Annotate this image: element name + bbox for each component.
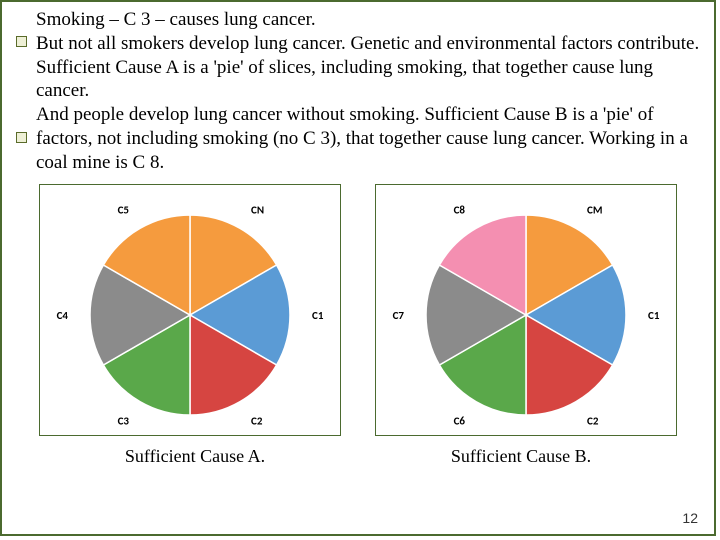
- slice-label: C1: [648, 309, 660, 322]
- slice-label: C6: [454, 415, 466, 428]
- caption-a: Sufficient Cause A.: [45, 446, 345, 467]
- charts-row: CN C1 C2 C3 C4 C5 CM C1 C2 C6 C7 C8: [2, 178, 714, 436]
- slice-label: C7: [393, 309, 405, 322]
- bullet-icon: [16, 132, 27, 143]
- heading-line: Smoking – C 3 – causes lung cancer.: [36, 9, 316, 30]
- pie-chart-b: CM C1 C2 C6 C7 C8: [375, 184, 677, 436]
- slice-label: CN: [251, 204, 264, 217]
- captions-row: Sufficient Cause A. Sufficient Cause B.: [2, 436, 714, 467]
- paragraph-2: And people develop lung cancer without s…: [36, 104, 688, 173]
- body-text: Smoking – C 3 – causes lung cancer. But …: [2, 2, 714, 178]
- slice-label: C2: [587, 415, 599, 428]
- caption-b: Sufficient Cause B.: [371, 446, 671, 467]
- bullet-icon: [16, 36, 27, 47]
- pie-chart-a: CN C1 C2 C3 C4 C5: [39, 184, 341, 436]
- page-number: 12: [682, 510, 698, 526]
- slice-label: C3: [118, 415, 130, 428]
- slice-label: CM: [587, 204, 602, 217]
- slice-label: C4: [57, 309, 69, 322]
- slice-label: C1: [312, 309, 324, 322]
- slice-label: C8: [454, 204, 466, 217]
- slice-label: C2: [251, 415, 263, 428]
- paragraph-1: But not all smokers develop lung cancer.…: [36, 33, 699, 102]
- slice-label: C5: [118, 204, 130, 217]
- slide-container: Smoking – C 3 – causes lung cancer. But …: [0, 0, 716, 536]
